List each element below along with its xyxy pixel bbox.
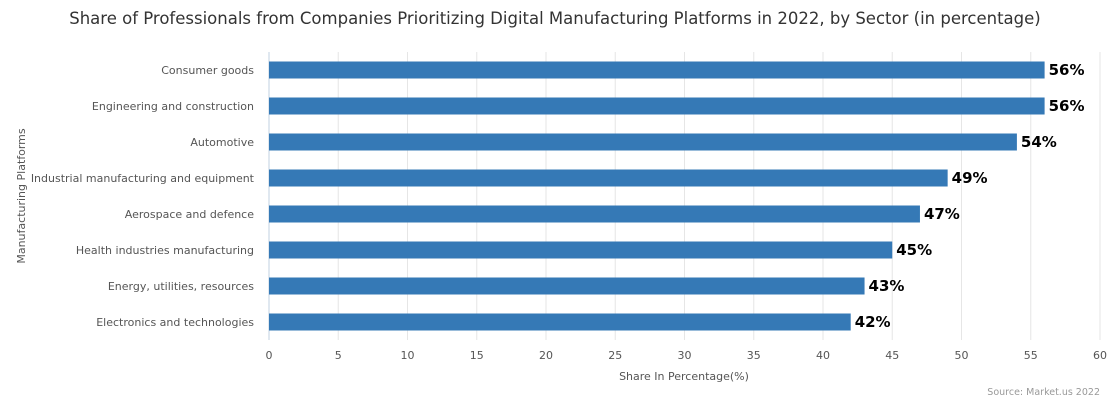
x-tick-label: 15	[470, 349, 484, 362]
x-tick-label: 10	[401, 349, 415, 362]
x-tick-label: 60	[1093, 349, 1107, 362]
bar	[269, 205, 920, 223]
bars: 56% 56% 54% 49% 47% 45% 43% 42%	[269, 61, 1085, 331]
bar	[269, 313, 851, 331]
category-label: Aerospace and defence	[125, 208, 254, 221]
source-credit: Source: Market.us 2022	[987, 387, 1100, 398]
category-label: Industrial manufacturing and equipment	[31, 172, 255, 185]
data-label: 54%	[1021, 133, 1057, 151]
gridlines	[337, 52, 1101, 340]
x-tick-label: 50	[955, 349, 969, 362]
x-tick-labels: 0 5 10 15 20 25 30 35 40 45 50 55 60	[266, 349, 1108, 362]
bar	[269, 133, 1017, 151]
x-tick-label: 40	[816, 349, 830, 362]
x-tick-label: 0	[266, 349, 273, 362]
x-tick-label: 5	[335, 349, 342, 362]
bar	[269, 169, 948, 187]
x-tick-label: 30	[678, 349, 692, 362]
data-label: 47%	[924, 205, 960, 223]
data-label: 49%	[952, 169, 988, 187]
x-tick-label: 55	[1024, 349, 1038, 362]
data-label: 56%	[1049, 97, 1085, 115]
category-label: Engineering and construction	[92, 100, 254, 113]
category-label: Energy, utilities, resources	[108, 280, 254, 293]
x-tick-label: 35	[747, 349, 761, 362]
chart-title: Share of Professionals from Companies Pr…	[69, 9, 1040, 28]
category-labels: Consumer goods Engineering and constructi…	[31, 64, 255, 329]
data-label: 45%	[896, 241, 932, 259]
data-label: 56%	[1049, 61, 1085, 79]
category-label: Automotive	[190, 136, 254, 149]
x-axis-title: Share In Percentage(%)	[619, 370, 749, 383]
x-tick-label: 20	[539, 349, 553, 362]
category-label: Consumer goods	[161, 64, 254, 77]
data-label: 43%	[869, 277, 905, 295]
bar	[269, 61, 1045, 79]
bar	[269, 277, 865, 295]
category-label: Health industries manufacturing	[76, 244, 254, 257]
x-tick-label: 45	[885, 349, 899, 362]
category-label: Electronics and technologies	[96, 316, 254, 329]
data-label: 42%	[855, 313, 891, 331]
y-axis-title: Manufacturing Platforms	[15, 128, 28, 264]
bar	[269, 97, 1045, 115]
x-tick-label: 25	[608, 349, 622, 362]
bar	[269, 241, 893, 259]
